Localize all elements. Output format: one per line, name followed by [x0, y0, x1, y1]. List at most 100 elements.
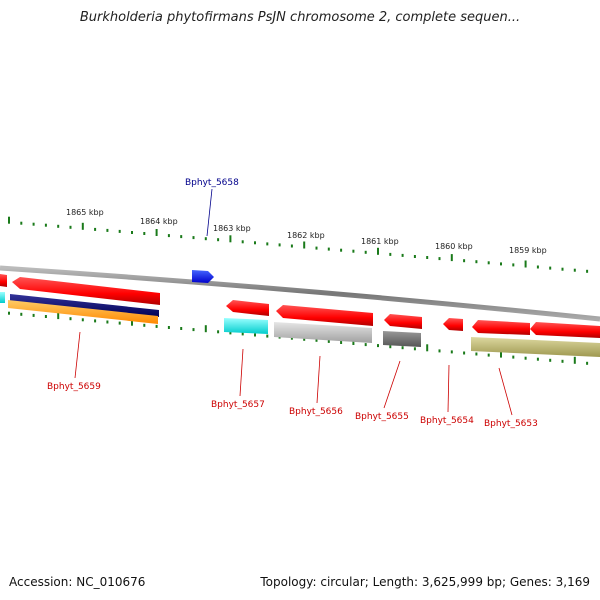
- gene-arrow[interactable]: [192, 270, 214, 283]
- minor-tick: [377, 344, 379, 348]
- leader-line: [383, 360, 401, 409]
- minor-tick: [167, 234, 170, 238]
- leader-lines: [74, 188, 513, 416]
- gene-arrow[interactable]: [384, 314, 422, 329]
- minor-tick: [254, 241, 256, 245]
- minor-tick: [69, 225, 72, 229]
- gene-arrow[interactable]: [0, 274, 7, 287]
- major-tick: [426, 344, 429, 352]
- minor-tick: [413, 255, 416, 258]
- gene-arrow[interactable]: [226, 300, 269, 316]
- scale-label-1863: 1863 kbp: [213, 224, 251, 233]
- leader-line: [206, 188, 213, 237]
- minor-tick: [180, 235, 183, 239]
- map-title: Burkholderia phytofirmans PsJN chromosom…: [79, 10, 521, 25]
- minor-tick: [94, 227, 97, 231]
- minor-tick: [8, 311, 10, 315]
- minor-tick: [32, 222, 35, 226]
- cds-bar[interactable]: [471, 337, 600, 357]
- minor-tick: [512, 355, 515, 359]
- major-tick: [377, 247, 379, 255]
- leader-line: [239, 348, 244, 397]
- cds-bar[interactable]: [224, 318, 268, 334]
- major-tick: [500, 350, 502, 358]
- minor-tick: [389, 345, 392, 349]
- gene-arrow[interactable]: [443, 318, 463, 331]
- minor-tick: [561, 359, 564, 363]
- major-tick: [303, 241, 306, 249]
- gene-label-bphyt-5656[interactable]: Bphyt_5656: [289, 407, 343, 417]
- minor-tick: [131, 231, 133, 234]
- scale-label-1860: 1860 kbp: [435, 242, 473, 251]
- minor-tick: [303, 337, 306, 341]
- major-tick: [155, 229, 158, 236]
- minor-tick: [549, 266, 552, 270]
- minor-tick: [44, 223, 47, 227]
- minor-tick: [413, 347, 416, 351]
- gene-track: [0, 270, 600, 338]
- scale-label-1862: 1862 kbp: [287, 231, 325, 240]
- leader-line: [498, 367, 513, 416]
- gene-labels: Bphyt_5658 Bphyt_5659 Bphyt_5657 Bphyt_5…: [47, 178, 538, 429]
- cds-bar[interactable]: [274, 322, 372, 343]
- minor-tick: [118, 321, 121, 325]
- minor-tick: [549, 358, 552, 362]
- minor-tick: [586, 269, 589, 273]
- chromosome-backbone: [0, 265, 600, 322]
- scale-label-1861: 1861 kbp: [361, 237, 399, 246]
- gene-label-bphyt-5653[interactable]: Bphyt_5653: [484, 419, 538, 429]
- minor-tick: [401, 253, 404, 257]
- major-tick: [131, 318, 133, 326]
- minor-tick: [512, 263, 515, 267]
- gene-arrow[interactable]: [530, 322, 600, 338]
- gene-label-bphyt-5657[interactable]: Bphyt_5657: [211, 400, 265, 410]
- minor-tick: [20, 221, 23, 225]
- minor-tick: [438, 257, 441, 261]
- minor-tick: [536, 265, 539, 269]
- minor-tick: [315, 338, 318, 342]
- cds-bar[interactable]: [10, 294, 159, 317]
- major-tick: [204, 325, 207, 333]
- leader-line: [316, 355, 321, 404]
- gene-arrow[interactable]: [12, 277, 160, 305]
- minor-tick: [340, 248, 343, 252]
- gene-label-bphyt-5659[interactable]: Bphyt_5659: [47, 382, 101, 392]
- gene-label-bphyt-5655[interactable]: Bphyt_5655: [355, 412, 409, 422]
- minor-tick: [106, 320, 109, 324]
- minor-tick: [266, 242, 269, 246]
- minor-tick: [573, 268, 576, 272]
- minor-tick: [266, 334, 269, 338]
- scale-label-1865: 1865 kbp: [66, 208, 104, 217]
- minor-tick: [69, 317, 72, 321]
- minor-tick: [475, 260, 478, 264]
- scale-labels: 1865 kbp 1864 kbp 1863 kbp 1862 kbp 1861…: [66, 208, 547, 255]
- minor-tick: [438, 349, 441, 353]
- major-tick: [229, 235, 232, 243]
- minor-tick: [500, 262, 502, 266]
- gene-label-bphyt-5658[interactable]: Bphyt_5658: [185, 178, 239, 188]
- minor-tick: [561, 267, 564, 271]
- minor-tick: [94, 319, 97, 323]
- cds-bar[interactable]: [8, 300, 158, 324]
- minor-tick: [450, 350, 453, 354]
- minor-tick: [327, 339, 330, 343]
- minor-tick: [143, 232, 146, 235]
- cds-bar[interactable]: [0, 292, 5, 303]
- minor-tick: [57, 224, 60, 228]
- gene-label-bphyt-5654[interactable]: Bphyt_5654: [420, 416, 474, 426]
- outer-scale-ticks: [8, 216, 589, 273]
- minor-tick: [426, 256, 429, 259]
- gene-arrow[interactable]: [472, 320, 530, 335]
- minor-tick: [81, 318, 84, 322]
- gene-arrow[interactable]: [276, 305, 373, 326]
- minor-tick: [192, 328, 195, 332]
- minor-tick: [167, 326, 170, 329]
- major-tick: [81, 222, 84, 230]
- leader-line: [74, 331, 81, 379]
- minor-tick: [229, 331, 232, 335]
- minor-tick: [241, 332, 244, 336]
- cds-bar[interactable]: [383, 331, 421, 347]
- minor-tick: [44, 315, 47, 318]
- topology-summary: Topology: circular; Length: 3,625,999 bp…: [260, 575, 590, 589]
